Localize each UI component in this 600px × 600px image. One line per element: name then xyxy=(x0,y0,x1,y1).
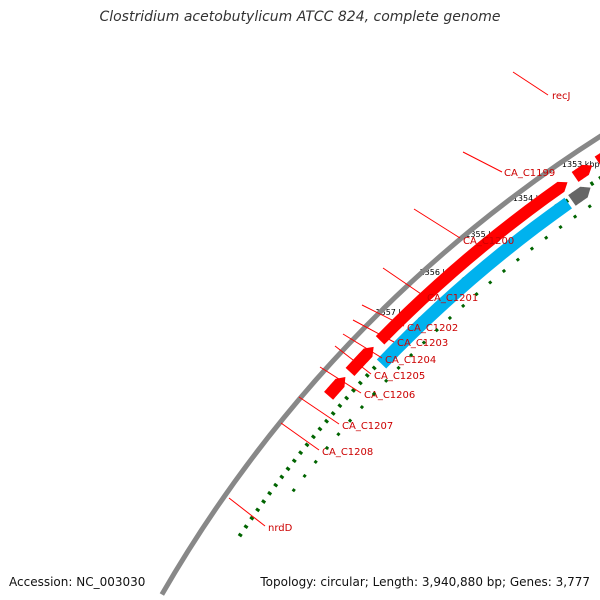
guide-dot xyxy=(371,391,377,397)
scale-tick-label: 1355 kbp xyxy=(465,230,503,239)
gene-label-leader xyxy=(342,333,383,359)
gene-label: CA_C1200 xyxy=(463,236,514,247)
guide-dot xyxy=(572,214,578,219)
scale-dot xyxy=(364,372,370,378)
scale-dot xyxy=(350,387,356,393)
scale-dot xyxy=(330,410,336,416)
scale-dot xyxy=(255,507,261,513)
scale-dot xyxy=(304,442,310,448)
scale-dot xyxy=(267,490,273,496)
guide-dot xyxy=(461,303,466,309)
cds-arrow xyxy=(594,153,600,165)
gene-label-leader xyxy=(228,497,266,527)
guide-dot xyxy=(324,445,330,451)
gene-label-leader xyxy=(298,396,340,425)
accession-label: Accession: NC_003030 xyxy=(9,575,146,589)
scale-tick-label: 1354 kbp xyxy=(513,194,551,203)
guide-dot xyxy=(447,315,453,321)
scale-dot xyxy=(564,198,570,204)
scale-dot xyxy=(273,482,279,488)
guide-dot xyxy=(488,280,493,285)
scale-dot xyxy=(344,395,350,401)
guide-dot xyxy=(434,328,439,333)
guide-dot xyxy=(409,353,414,358)
gene-label-leader xyxy=(413,208,461,239)
map-title: Clostridium acetobutylicum ATCC 824, com… xyxy=(99,9,501,25)
scale-tick-label: 1353 kbp xyxy=(562,160,600,169)
scale-dot xyxy=(243,524,249,529)
scale-dot xyxy=(310,434,316,440)
guide-dot xyxy=(347,418,353,423)
guide-dot xyxy=(421,340,427,345)
gene-label: CA_C1202 xyxy=(407,323,458,334)
guide-dot xyxy=(474,291,479,297)
scale-dot xyxy=(324,418,330,424)
guide-dot xyxy=(529,246,535,251)
cds-arrow xyxy=(324,376,346,400)
gene-label-leader xyxy=(334,345,372,375)
guide-dot xyxy=(384,378,389,383)
scale-dot xyxy=(249,515,255,521)
scale-tick-label: 1356 kbp xyxy=(420,268,458,277)
gene-label-leader xyxy=(462,151,503,173)
guide-dot xyxy=(501,268,507,274)
gene-label-leader xyxy=(382,267,425,297)
scale-dot xyxy=(291,458,297,464)
scale-tick-label: 1357 kbp xyxy=(376,308,414,317)
guide-dot xyxy=(587,204,592,209)
scale-dot xyxy=(261,499,267,504)
gene-label: CA_C1199 xyxy=(504,168,555,179)
genome-backbone xyxy=(159,133,600,596)
scale-dot xyxy=(589,181,595,187)
gene-label-leader xyxy=(361,304,405,327)
scale-dot xyxy=(317,426,323,432)
gene-label-leader xyxy=(319,366,362,394)
guide-dot xyxy=(544,235,549,240)
cds-arrow xyxy=(375,181,568,345)
guide-dot xyxy=(359,405,365,410)
scale-dot xyxy=(337,403,343,409)
guide-dot xyxy=(291,488,296,493)
gene-label: nrdD xyxy=(268,523,293,534)
gene-ca-c1208-pseudo xyxy=(568,186,591,206)
scale-dot xyxy=(357,380,363,386)
genome-summary: Topology: circular; Length: 3,940,880 bp… xyxy=(260,575,590,589)
gene-label: CA_C1208 xyxy=(322,447,373,458)
scale-dot xyxy=(237,532,243,538)
gene-label: CA_C1203 xyxy=(397,338,448,349)
gene-label-leader xyxy=(512,71,549,96)
gene-label: CA_C1201 xyxy=(427,293,478,304)
gene-label: CA_C1205 xyxy=(374,371,425,382)
scale-dot xyxy=(279,474,285,480)
gene-label: CA_C1204 xyxy=(385,355,436,366)
gene-label: CA_C1207 xyxy=(342,421,393,432)
gene-label: recJ xyxy=(552,91,571,102)
scale-dot xyxy=(298,450,304,456)
scale-dot xyxy=(371,365,377,371)
gene-label: CA_C1206 xyxy=(364,390,415,401)
gene-label-leader xyxy=(352,319,395,343)
guide-dot xyxy=(336,432,341,437)
scale-dot xyxy=(285,466,291,472)
gene-nrdd xyxy=(376,197,572,369)
gene-label-leader xyxy=(280,422,320,451)
cds-arrow xyxy=(345,346,374,376)
guide-dot xyxy=(302,473,307,479)
guide-dot xyxy=(515,257,520,262)
guide-dot xyxy=(396,365,401,371)
guide-dot xyxy=(558,224,563,230)
cds-arrow xyxy=(571,164,593,182)
guide-dot xyxy=(313,459,318,464)
